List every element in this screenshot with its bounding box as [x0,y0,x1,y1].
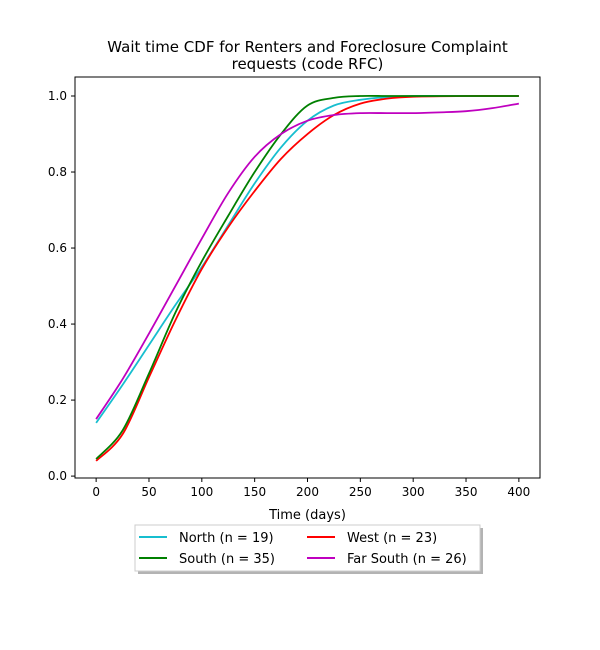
x-tick-label: 250 [349,485,372,499]
y-tick-label: 0.8 [48,165,67,179]
y-tick-label: 0.0 [48,469,67,483]
legend-label: South (n = 35) [179,552,275,567]
y-tick-label: 1.0 [48,89,67,103]
plot-area [75,77,540,478]
series-line-1 [95,95,519,462]
x-tick-label: 350 [455,485,478,499]
legend-box [134,524,481,572]
y-tick-label: 0.4 [48,317,67,331]
ticks-group: 0 50 100 150 200 250 300 350 400 0.0 0.2 0.4 0.6 0.8 1… [48,89,530,499]
x-tick-label: 300 [402,485,425,499]
x-tick-label: 200 [296,485,319,499]
x-tick-label: 50 [141,485,156,499]
legend-label: Far South (n = 26) [347,552,467,567]
chart-title: Wait time CDF for Renters and Foreclosur… [107,38,508,73]
y-tick-label: 0.6 [48,241,67,255]
legend: North (n = 19) West (n = 23) South (n = 35… [134,524,483,574]
legend-label: North (n = 19) [179,531,274,546]
x-tick-label: 150 [243,485,266,499]
x-tick-label: 100 [190,485,213,499]
chart-title-line: requests (code RFC) [232,55,384,73]
x-axis-label: Time (days) [268,508,346,523]
series-line-3 [95,102,520,420]
y-tick-label: 0.2 [48,393,67,407]
legend-label: West (n = 23) [347,531,437,546]
x-tick-label: 400 [507,485,530,499]
x-tick-label: 0 [92,485,100,499]
chart-title-line: Wait time CDF for Renters and Foreclosur… [107,38,508,56]
series-group [95,94,520,462]
